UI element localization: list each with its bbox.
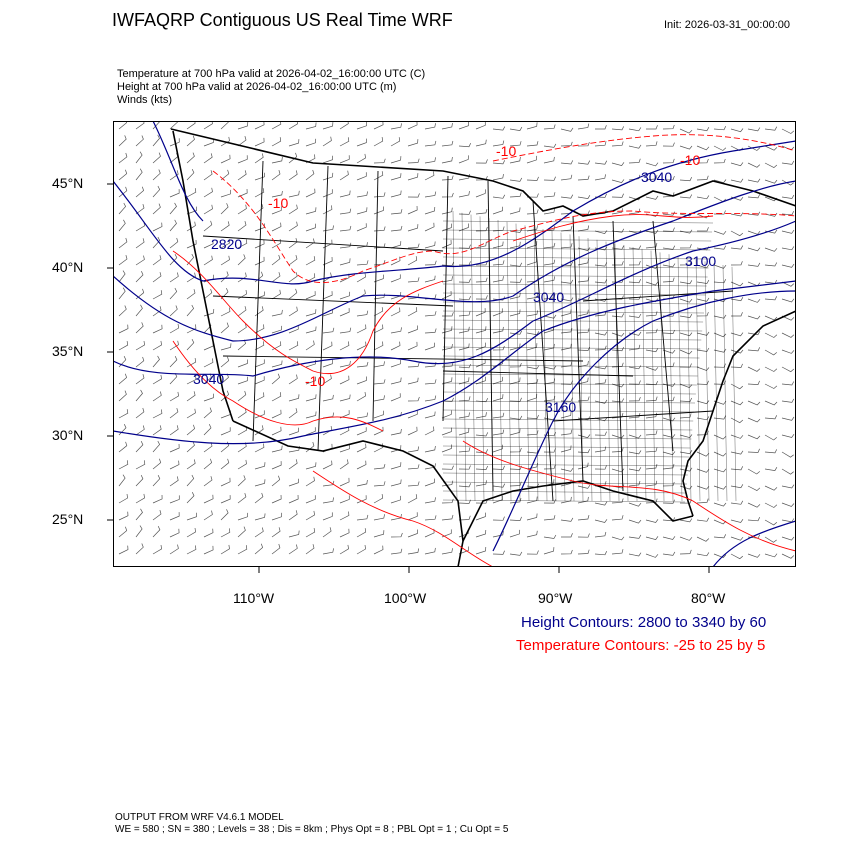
lat-label-30n: 30°N (52, 427, 84, 443)
lat-label-45n: 45°N (52, 175, 84, 191)
state-borders (202, 160, 734, 502)
init-time: Init: 2026-03-31_00:00:00 (664, 19, 790, 31)
height-contour-label: 3040 (641, 169, 672, 185)
temperature-contours-legend: Temperature Contours: -25 to 25 by 5 (516, 637, 766, 654)
height-field-label: Height at 700 hPa valid at 2026-04-02_16… (117, 81, 397, 93)
height-contour-label: 3040 (533, 289, 564, 305)
model-footer: OUTPUT FROM WRF V4.6.1 MODEL (115, 812, 284, 823)
weather-map: 2820 3040 3040 3100 3040 3160 -10 -10 -1… (113, 121, 796, 567)
map-frame (113, 121, 796, 567)
temperature-contour-label: -10 (680, 152, 700, 168)
height-contour-label: 3040 (193, 371, 224, 387)
temperature-contour-label: -10 (305, 373, 325, 389)
lon-label-110w: 110°W (233, 590, 275, 606)
height-contour-label: 3160 (545, 399, 576, 415)
temperature-contours (172, 134, 796, 567)
map-title: IWFAQRP Contiguous US Real Time WRF (112, 10, 453, 30)
model-config-footer: WE = 580 ; SN = 380 ; Levels = 38 ; Dis … (115, 824, 509, 835)
lat-label-35n: 35°N (52, 343, 84, 359)
lon-label-100w: 100°W (384, 590, 427, 606)
temperature-contour-label: -10 (268, 195, 288, 211)
wind-barbs (118, 121, 795, 560)
temperature-field-label: Temperature at 700 hPa valid at 2026-04-… (117, 68, 426, 80)
lon-label-90w: 90°W (538, 590, 573, 606)
winds-field-label: Winds (kts) (117, 94, 172, 106)
height-contour-label: 2820 (211, 236, 242, 252)
lon-label-80w: 80°W (691, 590, 726, 606)
height-contours-legend: Height Contours: 2800 to 3340 by 60 (521, 614, 767, 631)
temperature-contour-label: -10 (496, 143, 516, 159)
lat-label-25n: 25°N (52, 511, 84, 527)
lat-label-40n: 40°N (52, 259, 84, 275)
height-contour-label: 3100 (685, 253, 716, 269)
